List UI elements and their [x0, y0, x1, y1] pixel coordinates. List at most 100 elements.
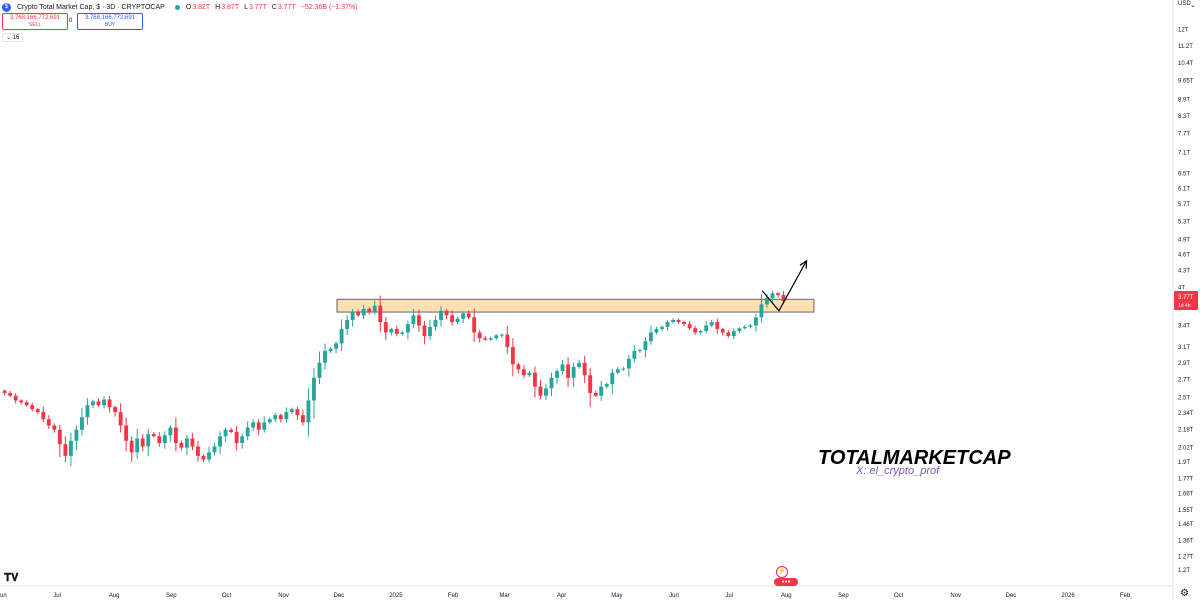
candle-body — [2, 390, 7, 393]
candle-body — [533, 372, 537, 387]
gear-icon[interactable]: ⚙ — [1180, 588, 1189, 599]
candle-body — [251, 422, 256, 428]
x-tick-label: Jun — [669, 593, 679, 599]
candle-body — [428, 326, 432, 337]
candle-body — [505, 334, 510, 348]
candle-body — [345, 320, 350, 329]
flash-icon[interactable]: ⚡ — [776, 566, 788, 578]
tradingview-logo-icon[interactable]: 𝐓𝐕 — [4, 572, 19, 584]
candle-body — [499, 334, 504, 336]
symbol-header[interactable]: $ Crypto Total Market Cap, $ · 3D · CRYP… — [2, 1, 361, 13]
y-tick-label: 5.3T — [1178, 219, 1190, 225]
candle-body — [682, 322, 687, 325]
events-badge[interactable]: ●●● — [774, 578, 798, 586]
volume-toggle[interactable]: ⌄ 16 — [2, 33, 24, 42]
candle-body — [494, 335, 499, 339]
candle-body — [312, 377, 316, 401]
candle-body — [168, 427, 173, 436]
candles-layer — [2, 290, 786, 467]
candle-body — [378, 305, 383, 323]
candle-body — [400, 332, 405, 334]
y-tick-label: 1.27T — [1178, 555, 1194, 561]
candle-body — [85, 405, 90, 418]
candle-body — [284, 412, 289, 420]
candle-body — [218, 436, 222, 447]
candle-body — [516, 364, 521, 370]
candle-body — [184, 438, 189, 448]
candle-body — [715, 322, 720, 329]
x-tick-label: Mar — [499, 593, 509, 599]
resistance-zone-layer — [336, 298, 815, 313]
y-tick-label: 4T — [1178, 285, 1185, 291]
candle-body — [665, 322, 670, 327]
candle-body — [538, 386, 543, 396]
candle-body — [416, 315, 421, 326]
candle-body — [129, 440, 134, 453]
market-status-icon — [174, 4, 180, 10]
y-tick-label: 10.4T — [1178, 61, 1194, 67]
candle-body — [477, 332, 482, 339]
candle-body — [389, 328, 394, 333]
symbol-logo-icon: $ — [2, 2, 11, 12]
candle-body — [610, 372, 615, 384]
candle-body — [472, 317, 477, 333]
candle-body — [57, 429, 62, 445]
candle-body — [118, 412, 123, 426]
candle-body — [339, 328, 344, 344]
candle-body — [488, 338, 493, 340]
candle-body — [157, 436, 162, 444]
x-tick-label: Feb — [448, 593, 459, 599]
x-tick-label: Nov — [950, 593, 961, 599]
ohlc-low: 3.77T — [248, 3, 267, 11]
y-tick-label: 12T — [1178, 28, 1189, 34]
currency-label[interactable]: USD — [1178, 1, 1191, 7]
y-tick-label: 3.4T — [1178, 323, 1190, 329]
candle-body — [671, 320, 675, 323]
candle-body — [698, 331, 703, 333]
price-axis[interactable]: 12T 11.2T 10.4T 9.65T 8.9T 8.3T 7.7T 7.1T 6.5T 6.… — [1178, 28, 1194, 574]
candle-body — [483, 338, 488, 340]
candle-body — [267, 419, 272, 423]
candle-body — [229, 429, 234, 432]
candle-body — [295, 409, 300, 416]
candle-body — [146, 434, 151, 447]
candle-body — [731, 331, 736, 337]
x-tick-label: Jul — [725, 593, 733, 599]
buy-button[interactable]: 3,768,166,772,691 BUY — [77, 13, 143, 30]
last-price-timer: 1d 4h — [1178, 303, 1191, 309]
y-tick-label: 6.5T — [1178, 171, 1190, 177]
y-tick-label: 1.46T — [1178, 522, 1194, 528]
candle-body — [300, 415, 305, 423]
candle-body — [140, 438, 145, 447]
chevron-down-icon[interactable]: ⌄ — [1190, 2, 1196, 9]
candle-body — [35, 409, 40, 413]
candle-body — [240, 436, 245, 444]
spread-value: 0 — [69, 18, 73, 24]
candle-body — [444, 310, 449, 316]
y-tick-label: 2.18T — [1178, 428, 1194, 434]
candle-body — [599, 386, 604, 396]
candle-body — [720, 328, 725, 333]
sell-button[interactable]: 3,768,166,772,691 SELL — [2, 13, 68, 30]
y-tick-label: 8.3T — [1178, 114, 1190, 120]
candle-body — [245, 427, 250, 437]
candle-body — [521, 369, 526, 376]
time-axis[interactable]: Jun Jul Aug Sep Oct Nov Dec 2025 Feb Mar Apr May Jun… — [0, 593, 1131, 599]
candle-body — [582, 362, 587, 376]
resistance-zone — [336, 298, 815, 313]
candle-body — [560, 364, 565, 372]
candle-body — [649, 332, 653, 342]
symbol-title[interactable]: Crypto Total Market Cap, $ · 3D · CRYPTO… — [17, 3, 165, 11]
watermark-title: TOTALMARKETCAP — [818, 447, 1011, 469]
y-tick-label: 8.9T — [1178, 98, 1190, 104]
candle-body — [593, 392, 598, 396]
candle-body — [135, 438, 140, 453]
candle-body — [654, 328, 659, 333]
candle-body — [306, 400, 311, 423]
candle-body — [212, 446, 217, 453]
x-tick-label: Oct — [894, 593, 904, 599]
y-tick-label: 3.1T — [1178, 345, 1190, 351]
candle-body — [693, 328, 698, 333]
candle-body — [450, 315, 455, 323]
